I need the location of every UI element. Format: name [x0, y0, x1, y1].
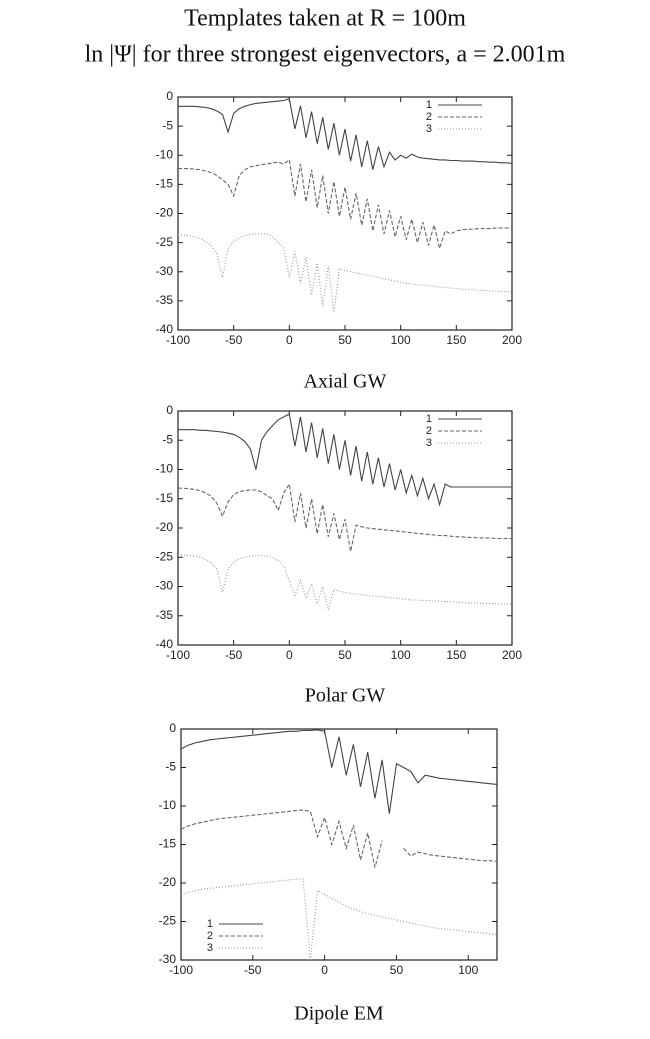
y-tick-label: -20: [156, 206, 174, 220]
x-tick-label: -100: [166, 333, 190, 347]
y-tick-label: -30: [156, 579, 174, 593]
y-tick-label: -5: [162, 432, 173, 446]
y-tick-label: -25: [159, 914, 177, 928]
x-tick-label: 150: [446, 648, 466, 662]
x-tick-label: 50: [338, 333, 352, 347]
y-tick-label: 0: [169, 721, 176, 735]
x-tick-label: 50: [338, 648, 352, 662]
y-tick-label: -25: [156, 235, 174, 249]
legend-label: 1: [426, 413, 432, 425]
y-tick-label: -40: [156, 637, 174, 651]
y-tick-label: -10: [159, 798, 177, 812]
y-tick-label: -10: [156, 462, 174, 476]
x-tick-label: -100: [166, 648, 190, 662]
series-line: [178, 482, 512, 552]
y-tick-label: -10: [156, 147, 174, 161]
x-tick-label: 50: [390, 963, 404, 977]
x-tick-label: -50: [225, 333, 243, 347]
x-tick-label: -50: [244, 963, 262, 977]
legend-label: 1: [426, 99, 432, 111]
y-tick-label: -35: [156, 608, 174, 622]
legend-label: 2: [426, 425, 432, 437]
y-tick-label: -20: [159, 875, 177, 889]
y-tick-label: -15: [156, 177, 174, 191]
x-tick-label: -100: [169, 963, 193, 977]
x-tick-label: 0: [321, 963, 328, 977]
x-tick-label: 100: [391, 648, 411, 662]
y-tick-label: -35: [156, 293, 174, 307]
figure-subtitle: ln |Ψ| for three strongest eigenvectors,…: [85, 42, 566, 68]
series-line: [178, 413, 512, 507]
y-tick-label: -30: [156, 264, 174, 278]
legend-label: 3: [426, 123, 432, 135]
y-tick-label: -5: [162, 118, 173, 132]
y-tick-label: 0: [166, 89, 173, 103]
chart-caption: Dipole EM: [294, 1003, 384, 1025]
chart-caption: Axial GW: [304, 371, 387, 393]
x-tick-label: 0: [286, 333, 293, 347]
legend-label: 2: [426, 111, 432, 123]
x-tick-label: 200: [502, 333, 522, 347]
series-line: [178, 158, 512, 251]
series-line: [180, 809, 498, 868]
figure-title: Templates taken at R = 100m: [184, 6, 466, 32]
x-tick-label: 200: [502, 648, 522, 662]
series-line: [180, 729, 498, 814]
y-tick-label: -20: [156, 520, 174, 534]
chart-caption: Polar GW: [305, 685, 386, 707]
series-line: [178, 554, 512, 611]
y-tick-label: -40: [156, 322, 174, 336]
legend-label: 2: [207, 930, 213, 942]
legend-label: 3: [207, 942, 213, 954]
legend-label: 3: [426, 437, 432, 449]
y-tick-label: -30: [159, 952, 177, 966]
x-tick-label: -50: [225, 648, 243, 662]
y-tick-label: -5: [165, 760, 176, 774]
y-tick-label: 0: [166, 403, 173, 417]
x-tick-label: 150: [446, 333, 466, 347]
y-tick-label: -25: [156, 549, 174, 563]
series-line: [180, 878, 498, 961]
x-tick-label: 100: [391, 333, 411, 347]
series-line: [177, 233, 513, 313]
y-tick-label: -15: [156, 491, 174, 505]
series-line: [178, 97, 513, 170]
y-tick-label: -15: [159, 837, 177, 851]
x-tick-label: 0: [286, 648, 293, 662]
x-tick-label: 100: [458, 963, 478, 977]
legend-label: 1: [207, 918, 213, 930]
